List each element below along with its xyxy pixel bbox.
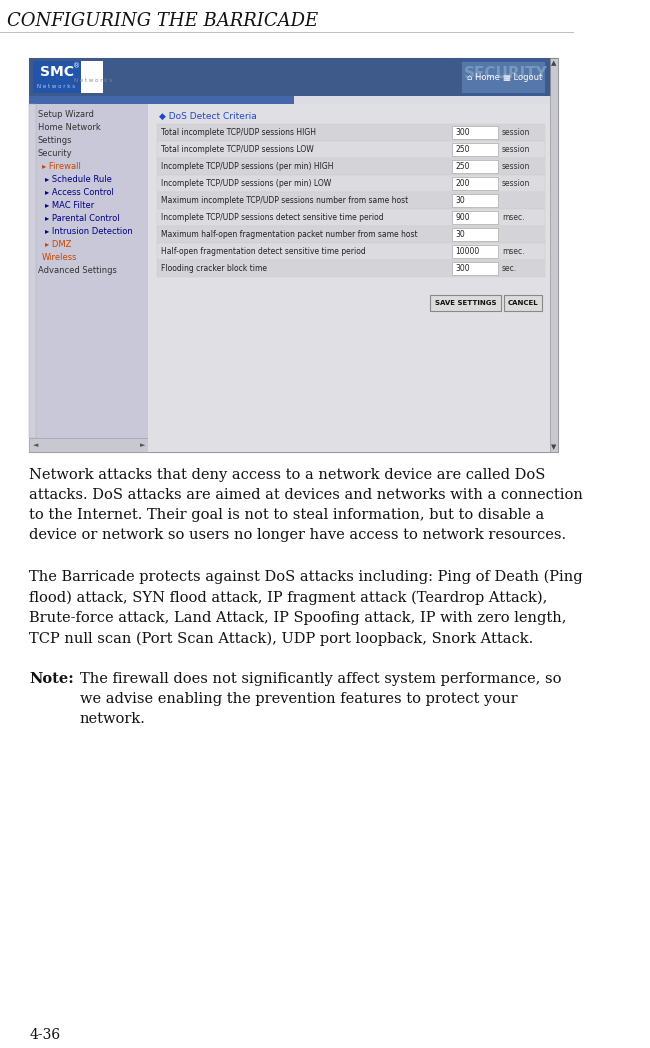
Bar xyxy=(32,61,103,93)
Text: The Barricade protects against DoS attacks including: Ping of Death (Ping
flood): The Barricade protects against DoS attac… xyxy=(29,570,583,646)
Text: Advanced Settings: Advanced Settings xyxy=(38,266,117,275)
Text: ◆ DoS Detect Criteria: ◆ DoS Detect Criteria xyxy=(159,112,257,121)
Text: 250: 250 xyxy=(455,162,469,171)
Text: N e t w o r k s: N e t w o r k s xyxy=(38,84,75,89)
Bar xyxy=(157,260,545,277)
Text: sec.: sec. xyxy=(502,264,517,272)
Bar xyxy=(29,104,148,452)
Text: session: session xyxy=(502,145,530,154)
Bar xyxy=(452,211,499,224)
Text: 300: 300 xyxy=(455,264,470,272)
Bar xyxy=(452,194,499,208)
Text: SMC: SMC xyxy=(40,65,73,80)
Text: ▸ Access Control: ▸ Access Control xyxy=(45,188,114,197)
Bar xyxy=(29,438,148,452)
Text: 300: 300 xyxy=(455,128,470,137)
Bar xyxy=(452,245,499,258)
Text: Network attacks that deny access to a network device are called DoS
attacks. DoS: Network attacks that deny access to a ne… xyxy=(29,468,583,542)
Bar xyxy=(157,158,545,175)
Text: Setup Wizard: Setup Wizard xyxy=(38,110,94,119)
Text: N e t w o r k s: N e t w o r k s xyxy=(73,79,112,83)
Text: Total incomplete TCP/UDP sessions LOW: Total incomplete TCP/UDP sessions LOW xyxy=(161,145,313,154)
Text: ◄: ◄ xyxy=(32,442,38,447)
Text: The firewall does not significantly affect system performance, so
we advise enab: The firewall does not significantly affe… xyxy=(79,672,561,726)
Text: Home Network: Home Network xyxy=(38,123,101,132)
Text: 4-36: 4-36 xyxy=(29,1028,60,1042)
Text: ▸ Parental Control: ▸ Parental Control xyxy=(45,214,120,223)
Bar xyxy=(452,177,499,190)
Bar xyxy=(32,61,81,93)
Text: 10000: 10000 xyxy=(455,247,479,256)
Text: msec.: msec. xyxy=(502,247,525,256)
Bar xyxy=(430,294,501,311)
Text: CONFIGURING THE BARRICADE: CONFIGURING THE BARRICADE xyxy=(7,12,318,30)
Text: session: session xyxy=(502,162,530,171)
Text: Half-open fragmentation detect sensitive time period: Half-open fragmentation detect sensitive… xyxy=(161,247,365,256)
Text: Incomplete TCP/UDP sessions (per min) LOW: Incomplete TCP/UDP sessions (per min) LO… xyxy=(161,179,331,188)
Text: ▸ Intrusion Detection: ▸ Intrusion Detection xyxy=(45,227,133,236)
Text: ▲: ▲ xyxy=(551,60,556,66)
Bar xyxy=(157,124,545,141)
Text: Wireless: Wireless xyxy=(42,253,77,262)
Text: ⌂ Home: ⌂ Home xyxy=(467,72,500,82)
Text: 30: 30 xyxy=(455,196,465,205)
Text: Settings: Settings xyxy=(38,136,73,145)
Text: Incomplete TCP/UDP sessions detect sensitive time period: Incomplete TCP/UDP sessions detect sensi… xyxy=(161,213,384,222)
Text: Security: Security xyxy=(38,149,73,158)
Bar xyxy=(462,61,545,93)
Text: Maximum incomplete TCP/UDP sessions number from same host: Maximum incomplete TCP/UDP sessions numb… xyxy=(161,196,408,205)
Bar xyxy=(157,226,545,243)
Text: session: session xyxy=(502,128,530,137)
Text: ®: ® xyxy=(73,63,81,69)
Bar xyxy=(29,96,294,104)
Text: SAVE SETTINGS: SAVE SETTINGS xyxy=(435,300,497,306)
Bar xyxy=(29,58,558,96)
Text: 30: 30 xyxy=(455,230,465,239)
Text: session: session xyxy=(502,179,530,188)
Bar xyxy=(452,160,499,173)
Bar xyxy=(157,243,545,260)
Text: 250: 250 xyxy=(455,145,469,154)
Bar xyxy=(29,104,36,438)
Text: ▼: ▼ xyxy=(551,444,556,450)
Text: Incomplete TCP/UDP sessions (per min) HIGH: Incomplete TCP/UDP sessions (per min) HI… xyxy=(161,162,333,171)
Bar xyxy=(504,294,543,311)
Text: ▸ Schedule Rule: ▸ Schedule Rule xyxy=(45,175,112,184)
Bar xyxy=(452,228,499,241)
Bar xyxy=(157,141,545,158)
Bar xyxy=(452,143,499,156)
Text: Maximum half-open fragmentation packet number from same host: Maximum half-open fragmentation packet n… xyxy=(161,230,417,239)
Text: msec.: msec. xyxy=(502,213,525,222)
Text: CANCEL: CANCEL xyxy=(508,300,538,306)
Bar xyxy=(29,58,558,452)
Text: ►: ► xyxy=(140,442,145,447)
Bar xyxy=(452,262,499,275)
Bar xyxy=(157,175,545,192)
Text: ▦ Logout: ▦ Logout xyxy=(504,72,543,82)
Text: 900: 900 xyxy=(455,213,470,222)
Bar xyxy=(148,104,549,452)
Text: ▸ MAC Filter: ▸ MAC Filter xyxy=(45,201,94,210)
Bar xyxy=(452,126,499,139)
Text: 200: 200 xyxy=(455,179,469,188)
Text: ▸ DMZ: ▸ DMZ xyxy=(45,240,72,249)
Text: ▸ Firewall: ▸ Firewall xyxy=(42,162,81,171)
Bar xyxy=(157,209,545,226)
Bar xyxy=(549,58,558,452)
Text: Note:: Note: xyxy=(29,672,74,686)
Text: Total incomplete TCP/UDP sessions HIGH: Total incomplete TCP/UDP sessions HIGH xyxy=(161,128,316,137)
Text: Flooding cracker block time: Flooding cracker block time xyxy=(161,264,266,272)
Bar xyxy=(157,192,545,209)
Text: SECURITY: SECURITY xyxy=(463,66,547,81)
